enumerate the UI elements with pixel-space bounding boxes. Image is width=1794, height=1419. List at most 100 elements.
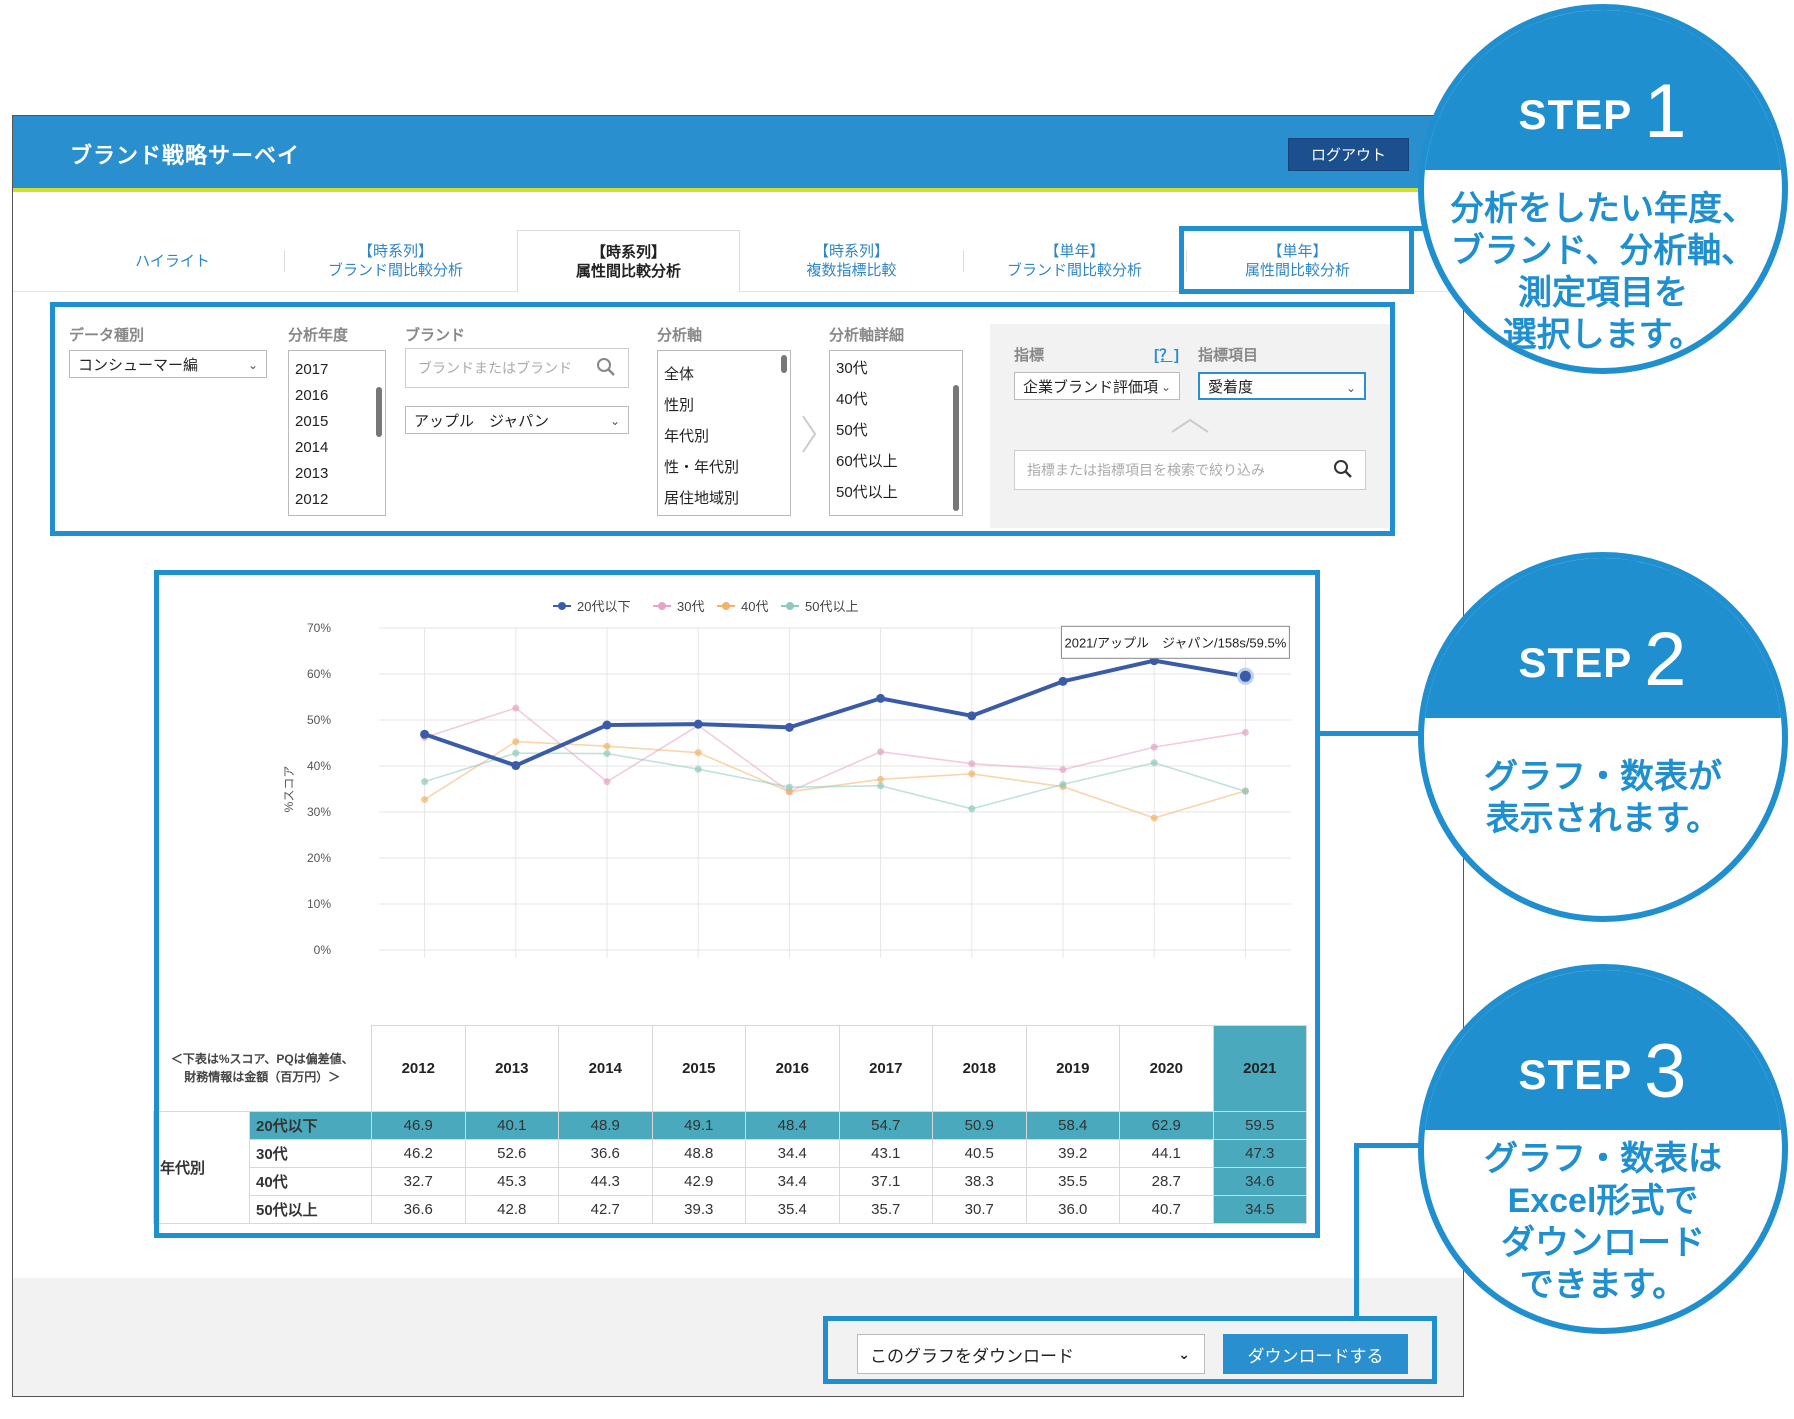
tab-timeseries-multi-indicator[interactable]: 【時系列】 複数指標比較 (740, 230, 963, 292)
year-option[interactable]: 2017 (295, 361, 329, 378)
indicator-panel: 指標 [？] 指標項目 企業ブランド評価項 ⌄ 愛着度 ⌄ 指標または指標項目を… (990, 324, 1394, 528)
brand-search-placeholder: ブランドまたはブランド (418, 360, 572, 376)
year-listbox[interactable]: 2017 2016 2015 2014 2013 2012 (288, 350, 386, 516)
year-option[interactable]: 2014 (295, 439, 329, 456)
brand-value: アップル ジャパン (414, 412, 550, 430)
data-point (784, 722, 794, 732)
table-cell: 42.7 (558, 1195, 653, 1224)
axis-option[interactable]: 全体 (664, 366, 695, 383)
table-cell: 47.3 (1212, 1139, 1307, 1168)
axis-detail-listbox[interactable]: 30代 40代 50代 60代以上 50代以上 (829, 350, 963, 516)
row-label: 50代以上 (249, 1195, 372, 1224)
filter-panel: データ種別 コンシューマー編 ⌄ 分析年度 2017 2016 2015 201… (53, 306, 1413, 534)
table-cell: 48.9 (558, 1111, 653, 1140)
axis-detail-option[interactable]: 40代 (836, 391, 868, 408)
tab-single-year-brand-compare[interactable]: 【単年】 ブランド間比較分析 (963, 230, 1186, 292)
tab-label-bottom: ブランド間比較分析 (1006, 262, 1142, 279)
axis-listbox[interactable]: 全体 性別 年代別 性・年代別 居住地域別 (657, 350, 791, 516)
table-col-header: 2018 (932, 1025, 1027, 1112)
table-cell: 35.7 (838, 1195, 933, 1224)
table-cell: 40.7 (1119, 1195, 1214, 1224)
legend-item[interactable]: 50代以上 (781, 596, 858, 615)
data-point (512, 749, 520, 757)
tab-label-bottom: 属性間比較分析 (575, 262, 681, 280)
data-point (1236, 667, 1254, 685)
step1-circle: STEP 1 分析をしたい年度、 ブランド、分析軸、 測定項目を 選択します。 (1418, 4, 1788, 374)
axis-detail-option[interactable]: 50代以上 (836, 484, 898, 501)
data-point (968, 770, 976, 778)
indicator-item-select[interactable]: 愛着度 ⌄ (1198, 372, 1366, 400)
axis-option[interactable]: 性・年代別 (664, 459, 740, 476)
table-cell: 37.1 (838, 1167, 933, 1196)
chart-tooltip (1060, 625, 1290, 659)
table-cell: 34.6 (1212, 1167, 1307, 1196)
step-text-line: ダウンロード (1501, 1224, 1705, 1262)
table-note-line2: 財務情報は金額（百万円）＞ (184, 1070, 341, 1085)
help-link[interactable]: [？] (1154, 347, 1179, 364)
data-point (512, 704, 520, 712)
row-group-label: 年代別 (153, 1111, 250, 1224)
tab-timeseries-brand-compare[interactable]: 【時系列】 ブランド間比較分析 (284, 230, 507, 292)
axis-option[interactable]: 居住地域別 (664, 490, 740, 507)
table-cell: 36.0 (1025, 1195, 1120, 1224)
table-cell: 39.3 (651, 1195, 746, 1224)
table-note-line1: ＜下表は%スコア、PQは偏差値、 (170, 1052, 354, 1067)
year-option[interactable]: 2012 (295, 491, 329, 508)
row-label: 30代 (249, 1139, 372, 1168)
data-point (968, 760, 976, 768)
step2-connector (1320, 731, 1420, 736)
tab-label-top: 【時系列】 (357, 243, 433, 260)
tab-single-year-attribute-compare[interactable]: 【単年】 属性間比較分析 (1186, 230, 1409, 292)
chart-legend: 20代以下 30代 40代 50代以上 (133, 574, 1323, 614)
step2-text: グラフ・数表が 表示されます。 (1424, 756, 1782, 840)
data-point (511, 761, 521, 771)
table-cell: 30.7 (932, 1195, 1027, 1224)
table-cell: 46.9 (371, 1111, 466, 1140)
axis-scrollbar[interactable] (781, 355, 787, 373)
download-button[interactable]: ダウンロードする (1223, 1334, 1408, 1374)
year-option[interactable]: 2015 (295, 413, 329, 430)
axis-option[interactable]: 年代別 (664, 428, 710, 445)
year-option[interactable]: 2013 (295, 465, 329, 482)
app-title: ブランド戦略サーベイ (70, 143, 301, 168)
axis-detail-option[interactable]: 50代 (836, 422, 868, 439)
data-point (877, 748, 885, 756)
step-number: 2 (1644, 617, 1688, 702)
legend-item[interactable]: 40代 (717, 596, 768, 615)
legend-item[interactable]: 20代以下 (553, 596, 630, 615)
table-cell: 59.5 (1212, 1111, 1307, 1140)
indicator-search-input[interactable]: 指標または指標項目を検索で絞り込み (1014, 450, 1366, 490)
table-cell: 54.7 (838, 1111, 933, 1140)
legend-item[interactable]: 30代 (653, 596, 704, 615)
y-tick-label: 0% (314, 943, 332, 957)
data-point (694, 749, 702, 757)
indicator-search-placeholder: 指標または指標項目を検索で絞り込み (1027, 462, 1265, 478)
axis-detail-scrollbar[interactable] (953, 385, 959, 511)
tab-timeseries-attribute-compare[interactable]: 【時系列】 属性間比較分析 (517, 230, 740, 293)
axis-detail-label: 分析軸詳細 (829, 327, 905, 344)
table-cell: 35.4 (745, 1195, 840, 1224)
year-option[interactable]: 2016 (295, 387, 329, 404)
axis-detail-option[interactable]: 30代 (836, 360, 868, 377)
row-label: 20代以下 (249, 1111, 372, 1140)
legend-label: 20代以下 (577, 599, 631, 614)
logout-button[interactable]: ログアウト (1288, 138, 1409, 171)
tab-bar: ハイライト 【時系列】 ブランド間比較分析 【時系列】 属性間比較分析 【時系列… (13, 230, 1463, 293)
data-type-select[interactable]: コンシューマー編 ⌄ (69, 350, 267, 378)
brand-search-input[interactable]: ブランドまたはブランド (405, 348, 629, 388)
tab-label-bottom: 複数指標比較 (806, 262, 897, 279)
brand-select[interactable]: アップル ジャパン ⌄ (405, 406, 629, 434)
table-cell: 36.6 (371, 1195, 466, 1224)
data-type-value: コンシューマー編 (78, 356, 199, 374)
step3-text: グラフ・数表は Excel形式で ダウンロード できます。 (1424, 1138, 1782, 1306)
indicator-select[interactable]: 企業ブランド評価項 ⌄ (1014, 372, 1180, 400)
axis-option[interactable]: 性別 (664, 397, 695, 414)
table-row: 年代別 20代以下 46.9 40.1 48.9 49.1 48.4 54.7 50.9 58.4… (153, 1111, 1307, 1224)
download-select[interactable]: このグラフをダウンロード ⌄ (857, 1334, 1205, 1374)
highlight-filter-box (50, 302, 1395, 536)
chevron-up-icon[interactable] (1170, 418, 1210, 434)
tab-highlight[interactable]: ハイライト (61, 230, 284, 292)
axis-detail-option[interactable]: 60代以上 (836, 453, 898, 470)
axis-label: 分析軸 (657, 327, 703, 344)
year-scrollbar[interactable] (376, 387, 382, 437)
